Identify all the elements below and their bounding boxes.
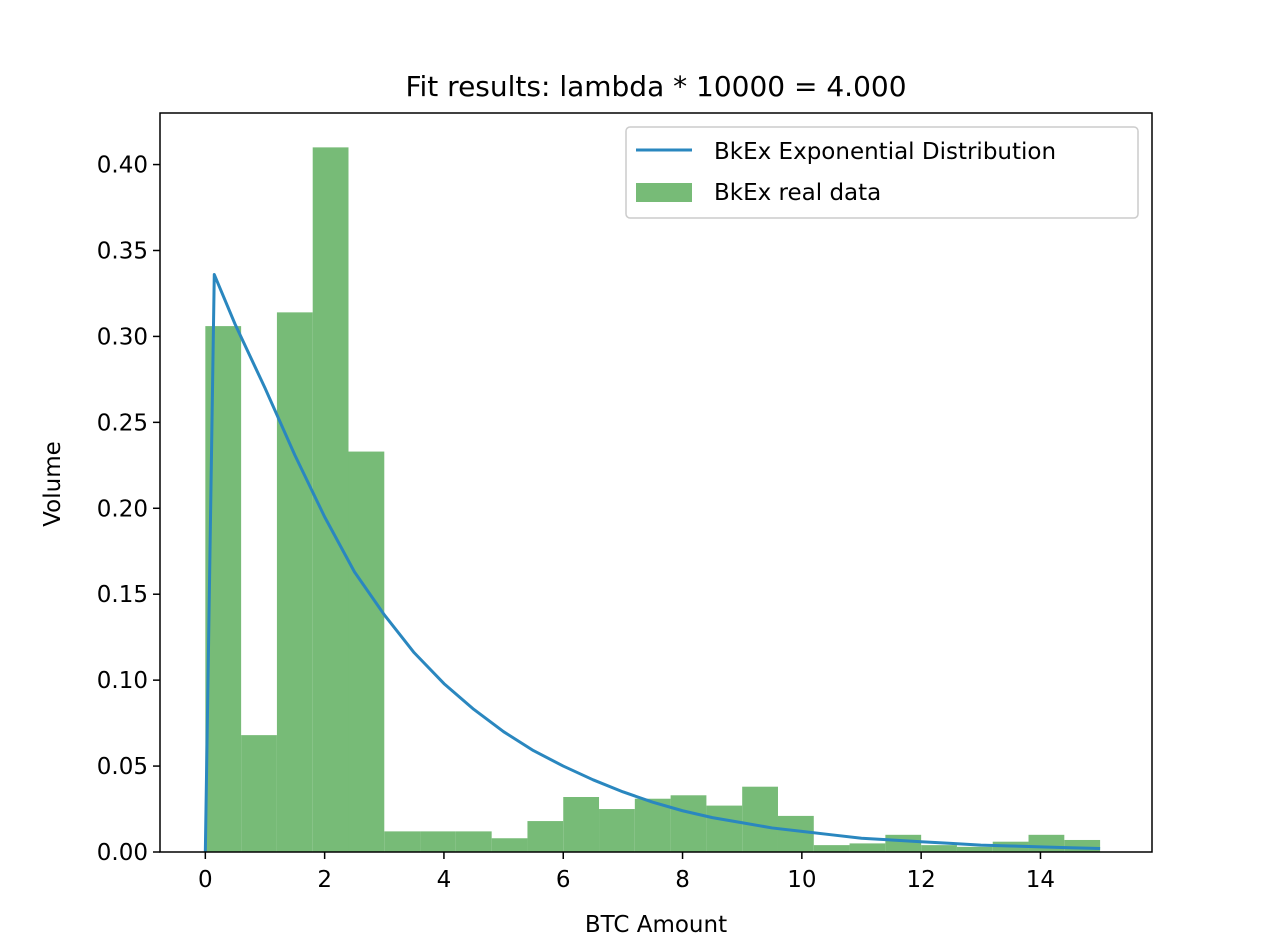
y-tick-label: 0.15 <box>97 582 148 608</box>
y-tick-label: 0.40 <box>97 153 148 179</box>
y-tick-label: 0.10 <box>97 668 148 694</box>
exponential-fit-line <box>203 273 1101 853</box>
histogram-bar <box>1064 839 1101 852</box>
legend-label-real-data: BkEx real data <box>714 180 881 206</box>
histogram-bar <box>885 834 922 852</box>
y-axis-label: Volume <box>40 441 66 527</box>
histogram-bar <box>670 795 707 852</box>
x-tick-label: 12 <box>907 867 936 893</box>
legend-box <box>625 126 1139 219</box>
y-tick-label: 0.30 <box>97 324 148 350</box>
y-tick-label: 0.20 <box>97 496 148 522</box>
histogram-bar <box>384 831 421 852</box>
histogram-bar <box>455 831 492 852</box>
plot-frame <box>159 112 1153 853</box>
histogram-bar <box>420 831 456 852</box>
y-tick-label: 0.35 <box>97 238 148 264</box>
histogram-bar <box>348 451 385 852</box>
histogram-bar <box>491 838 528 852</box>
chart-title: Fit results: lambda * 10000 = 4.000 <box>405 70 906 103</box>
histogram-bar <box>742 786 778 852</box>
histogram-bar <box>849 843 886 852</box>
y-tick-label: 0.05 <box>97 754 148 780</box>
x-tick-label: 6 <box>556 867 571 893</box>
histogram-bar <box>527 821 564 852</box>
histogram-bar <box>634 798 671 852</box>
histogram-bar <box>276 312 313 852</box>
x-axis-label: BTC Amount <box>585 912 727 938</box>
y-axis-ticks: 0.00 0.05 0.10 0.15 0.20 0.25 0.30 0.35 0.40 <box>97 153 160 866</box>
x-tick-label: 4 <box>437 867 452 893</box>
y-tick-label: 0.00 <box>97 840 148 866</box>
x-tick-label: 14 <box>1026 867 1055 893</box>
x-tick-label: 2 <box>317 867 332 893</box>
histogram-bar <box>1028 834 1065 852</box>
histogram-bar <box>956 846 993 852</box>
histogram-bar <box>706 805 743 852</box>
x-tick-label: 0 <box>198 867 213 893</box>
histogram-bar <box>312 147 349 853</box>
y-tick-label: 0.25 <box>97 410 148 436</box>
histogram-bar <box>813 845 850 852</box>
x-axis-ticks: 0 2 4 6 8 10 12 14 <box>198 852 1055 893</box>
histogram-bar <box>599 809 635 852</box>
legend: BkEx Exponential Distribution BkEx real … <box>625 126 1139 219</box>
legend-label-exponential: BkEx Exponential Distribution <box>714 139 1056 165</box>
histogram-bars <box>205 147 1101 853</box>
histogram-bar <box>921 845 957 852</box>
x-tick-label: 8 <box>675 867 690 893</box>
legend-bar-swatch <box>636 183 692 202</box>
x-tick-label: 10 <box>787 867 816 893</box>
histogram-bar <box>777 815 814 852</box>
histogram-bar <box>241 735 277 852</box>
fit-line-group <box>203 273 1101 853</box>
histogram-bar <box>563 797 600 852</box>
